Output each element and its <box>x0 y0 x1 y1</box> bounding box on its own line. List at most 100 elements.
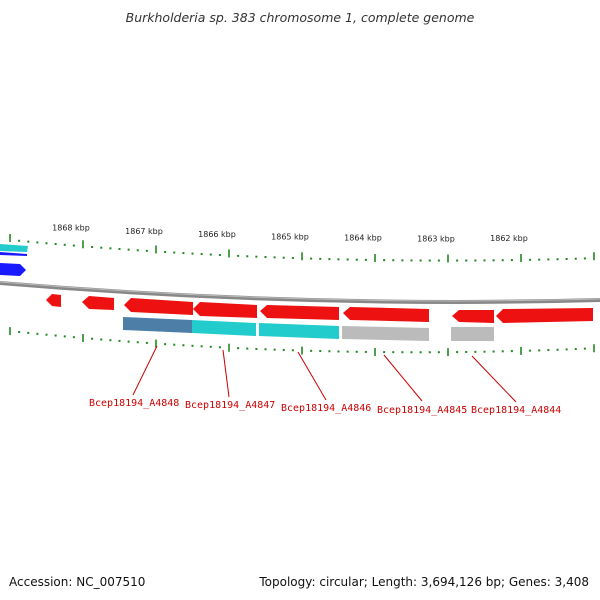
minor-tick <box>565 348 568 351</box>
minor-tick <box>72 336 75 339</box>
minor-tick <box>100 338 103 341</box>
minor-tick <box>328 258 331 261</box>
minor-tick <box>54 243 57 246</box>
minor-tick <box>145 341 148 344</box>
match-block-steel <box>123 317 192 333</box>
minor-tick <box>583 257 586 260</box>
minor-tick <box>255 347 258 350</box>
scale-label: 1863 kbp <box>417 234 455 243</box>
minor-tick <box>54 334 57 337</box>
minor-tick <box>529 349 532 352</box>
minor-tick <box>310 257 313 260</box>
scale-labels: 1868 kbp 1867 kbp 1866 kbp 1865 kbp 1864 kbp… <box>52 223 528 243</box>
minor-tick <box>63 335 66 338</box>
minor-tick <box>538 258 541 261</box>
minor-tick <box>264 348 267 351</box>
minor-tick <box>109 247 112 250</box>
match-block-gray <box>342 326 429 341</box>
minor-tick <box>364 350 367 353</box>
minor-tick <box>291 349 294 352</box>
minor-tick <box>136 341 139 344</box>
map-title: Burkholderia sp. 383 chromosome 1, compl… <box>125 10 475 25</box>
minor-tick <box>355 350 358 353</box>
minor-tick <box>127 248 130 251</box>
minor-tick <box>246 255 249 258</box>
minor-tick <box>574 348 577 351</box>
minor-tick <box>237 254 240 257</box>
gene-label: Bcep18194_A4846 <box>281 403 371 414</box>
minor-tick <box>456 351 459 354</box>
minor-tick <box>483 350 486 353</box>
minor-tick <box>218 254 221 257</box>
minor-tick <box>237 347 240 350</box>
chromosome-backbone-highlight <box>0 281 600 302</box>
minor-tick <box>529 258 532 261</box>
scale-label: 1865 kbp <box>271 232 309 241</box>
minor-tick <box>419 259 422 262</box>
gene-labels: Bcep18194_A4848 Bcep18194_A4847 Bcep1819… <box>89 345 561 416</box>
scale-minor-ticks-inner <box>18 330 586 354</box>
minor-tick <box>574 257 577 260</box>
minor-tick <box>45 333 48 336</box>
minor-tick <box>547 349 550 352</box>
minor-tick <box>392 351 395 354</box>
cyan-track-fragment <box>0 244 28 252</box>
minor-tick <box>510 259 513 262</box>
minor-tick <box>364 258 367 261</box>
minor-tick <box>428 259 431 262</box>
minor-tick <box>118 248 121 251</box>
minor-tick <box>419 351 422 354</box>
minor-tick <box>583 347 586 350</box>
minor-tick <box>63 243 66 246</box>
minor-tick <box>501 350 504 353</box>
minor-tick <box>547 258 550 261</box>
cds-track <box>46 294 593 323</box>
minor-tick <box>337 258 340 261</box>
minor-tick <box>510 350 513 353</box>
gene-label: Bcep18194_A4847 <box>185 400 275 411</box>
minor-tick <box>72 244 75 247</box>
minor-tick <box>383 351 386 354</box>
minor-tick <box>255 255 258 258</box>
minor-tick <box>501 259 504 262</box>
minor-tick <box>191 344 194 347</box>
gene-label: Bcep18194_A4848 <box>89 398 179 409</box>
blue-track-fragment <box>0 263 26 276</box>
gene-leader-line <box>132 345 158 396</box>
minor-tick <box>556 348 559 351</box>
minor-tick <box>273 348 276 351</box>
minor-tick <box>474 259 477 262</box>
gene-leader-line <box>297 351 327 401</box>
minor-tick <box>383 259 386 262</box>
gene-leader-line <box>383 354 423 402</box>
minor-tick <box>100 246 103 249</box>
minor-tick <box>182 344 185 347</box>
accession-label: Accession: NC_007510 <box>9 575 146 589</box>
scale-label: 1868 kbp <box>52 223 90 232</box>
chromosome-backbone <box>0 281 600 304</box>
match-track <box>123 317 494 341</box>
scale-minor-ticks-outer <box>18 239 586 262</box>
minor-tick <box>456 259 459 262</box>
left-edge-features <box>0 244 28 276</box>
minor-tick <box>538 349 541 352</box>
gene-label: Bcep18194_A4844 <box>471 405 561 416</box>
scale-label: 1864 kbp <box>344 234 382 243</box>
minor-tick <box>27 331 30 334</box>
minor-tick <box>328 350 331 353</box>
match-block-gray <box>451 327 494 341</box>
minor-tick <box>392 259 395 262</box>
minor-tick <box>492 259 495 262</box>
minor-tick <box>465 259 468 262</box>
minor-tick <box>474 350 477 353</box>
minor-tick <box>45 242 48 245</box>
minor-tick <box>319 257 322 260</box>
scale-major-ticks-inner <box>9 327 595 357</box>
cds-arrow <box>193 302 257 318</box>
minor-tick <box>182 252 185 255</box>
scale-label: 1866 kbp <box>198 230 236 239</box>
minor-tick <box>145 249 148 252</box>
minor-tick <box>291 257 294 260</box>
minor-tick <box>337 350 340 353</box>
minor-tick <box>191 252 194 255</box>
